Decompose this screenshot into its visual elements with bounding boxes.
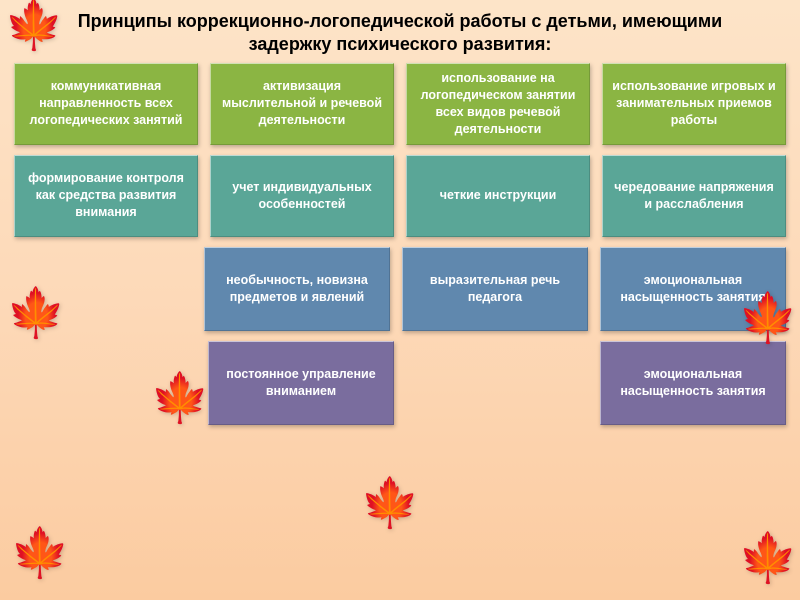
card-r1c2: активизация мыслительной и речевой деяте… <box>210 63 394 145</box>
card-r2c1: формирование контроля как средства разви… <box>14 155 198 237</box>
row-2: формирование контроля как средства разви… <box>14 155 786 237</box>
card-r1c3: использование на логопедическом занятии … <box>406 63 590 145</box>
row-4: постоянное управление вниманием эмоциона… <box>14 341 786 425</box>
maple-leaf-icon: 🍁 <box>10 530 70 578</box>
maple-leaf-icon: 🍁 <box>360 480 420 528</box>
card-r3c2: выразительная речь педагога <box>402 247 588 331</box>
card-r2c3: четкие инструкции <box>406 155 590 237</box>
card-r1c4: использование игровых и занимательных пр… <box>602 63 786 145</box>
card-r4c2: эмоциональная насыщенность занятия <box>600 341 786 425</box>
spacer <box>406 341 588 425</box>
maple-leaf-icon: 🍁 <box>6 290 66 338</box>
card-r2c2: учет индивидуальных особенностей <box>210 155 394 237</box>
maple-leaf-icon: 🍁 <box>4 2 64 50</box>
row-3: необычность, новизна предметов и явлений… <box>14 247 786 331</box>
card-r3c1: необычность, новизна предметов и явлений <box>204 247 390 331</box>
maple-leaf-icon: 🍁 <box>738 535 798 583</box>
card-r4c1: постоянное управление вниманием <box>208 341 394 425</box>
row-1: коммуникативная направленность всех лого… <box>14 63 786 145</box>
page-title: Принципы коррекционно-логопедической раб… <box>0 0 800 63</box>
principles-grid: коммуникативная направленность всех лого… <box>0 63 800 425</box>
card-r1c1: коммуникативная направленность всех лого… <box>14 63 198 145</box>
maple-leaf-icon: 🍁 <box>150 375 210 423</box>
card-r2c4: чередование напряжения и расслабления <box>602 155 786 237</box>
maple-leaf-icon: 🍁 <box>738 295 798 343</box>
